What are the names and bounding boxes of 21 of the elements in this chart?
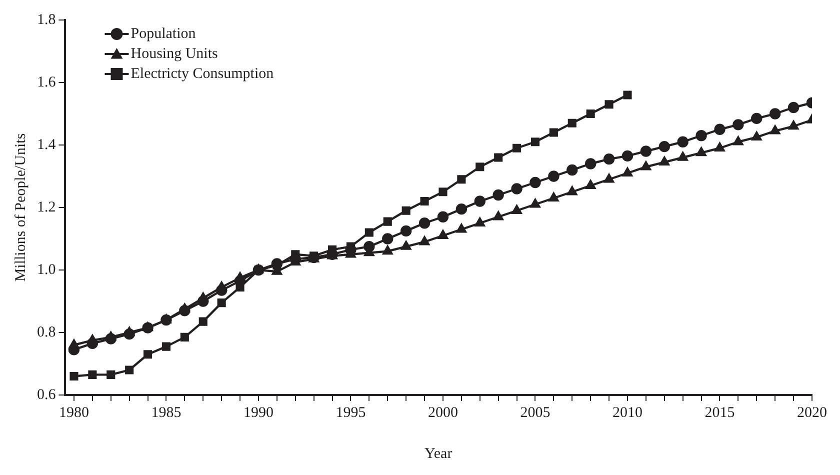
y-tick-label: 1.4 bbox=[37, 136, 56, 153]
x-tick-label: 1985 bbox=[151, 404, 182, 421]
x-tick-label: 2020 bbox=[797, 404, 827, 421]
y-axis-title: Millions of People/Units bbox=[12, 133, 29, 282]
x-tick-label: 2010 bbox=[612, 404, 642, 421]
y-tick-label: 0.8 bbox=[37, 324, 56, 340]
y-tick-label: 0.6 bbox=[37, 386, 56, 403]
legend-label: Housing Units bbox=[130, 46, 218, 62]
y-tick-label: 1.0 bbox=[37, 262, 56, 278]
x-tick-label: 2000 bbox=[428, 404, 458, 421]
x-tick-label: 2015 bbox=[704, 404, 735, 421]
y-tick-label: 1.6 bbox=[37, 74, 56, 90]
x-tick-label: 2005 bbox=[520, 404, 550, 421]
legend-label: Population bbox=[130, 26, 196, 42]
x-tick-label: 1980 bbox=[58, 404, 89, 421]
x-tick-label: 1990 bbox=[243, 404, 274, 421]
y-tick-label: 1.2 bbox=[37, 199, 56, 216]
x-axis-title: Year bbox=[424, 446, 452, 462]
y-tick-label: 1.8 bbox=[37, 12, 56, 28]
legend-label: Electricty Consumption bbox=[130, 66, 274, 82]
x-tick-label: 1995 bbox=[336, 404, 366, 421]
